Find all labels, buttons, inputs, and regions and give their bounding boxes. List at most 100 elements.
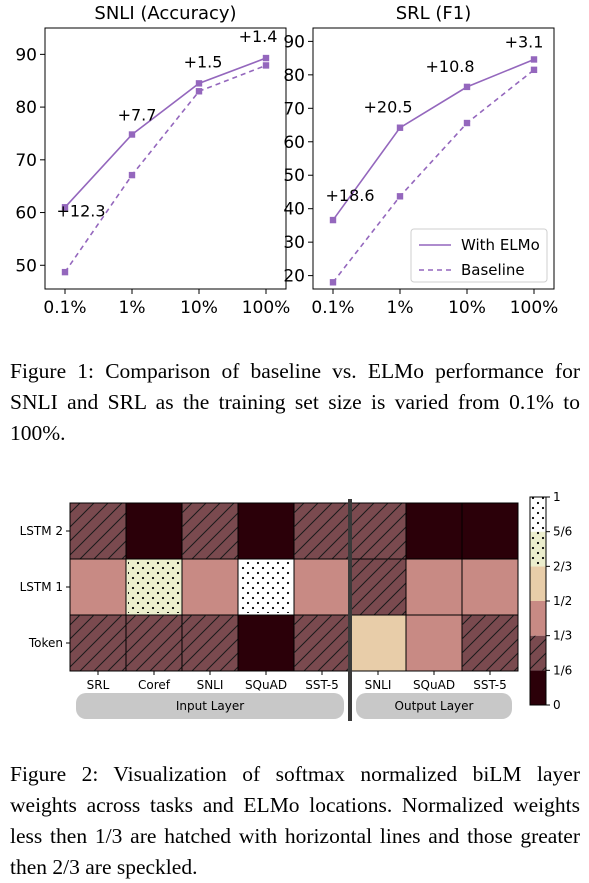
row-label: LSTM 1: [20, 580, 63, 594]
heatmap-cell: [461, 502, 519, 560]
snli-chart-title: SNLI (Accuracy): [94, 3, 236, 24]
colorbar-tick-label: 1/3: [553, 629, 572, 643]
snli-y-tick-label: 60: [15, 204, 37, 224]
srl-baseline-point: [396, 193, 404, 200]
snli-gain-label: +1.5: [184, 52, 223, 71]
srl-plot-frame: [312, 27, 555, 290]
heatmap-cell: [293, 558, 351, 616]
colorbar-hatch: [530, 635, 546, 671]
heatmap: LSTM 2 LSTM 1 Token SRL Coref SNLI SQuAD SST-5 S…: [20, 499, 519, 721]
snli-elmo-point: [61, 204, 69, 211]
srl-gain-label: +20.5: [363, 98, 412, 117]
snli-y-tick-label: 90: [15, 45, 37, 65]
heatmap-cell-speckle: [240, 561, 292, 613]
heatmap-cell-hatch: [350, 559, 406, 615]
snli-baseline-point: [128, 171, 136, 179]
column-label: Coref: [138, 678, 171, 692]
column-label: SNLI: [365, 678, 392, 692]
column-label: SRL: [87, 678, 110, 692]
figure-2-caption: Figure 2: Visualization of softmax norma…: [10, 762, 580, 879]
heatmap-cell-hatch: [126, 615, 182, 671]
srl-elmo-point: [530, 56, 538, 63]
heatmap-cell: [125, 502, 183, 560]
column-label: SNLI: [197, 678, 224, 692]
heatmap-cell: [237, 614, 295, 672]
srl-gain-label: +10.8: [425, 57, 474, 76]
srl-chart-title: SRL (F1): [396, 3, 472, 24]
srl-gain-label: +18.6: [325, 186, 374, 205]
heatmap-cell-hatch: [182, 503, 238, 559]
colorbar-tick-label: 5/6: [553, 525, 572, 539]
srl-x-tick-label: 1%: [387, 298, 414, 318]
heatmap-cell-hatch: [70, 615, 126, 671]
figure-1-line-charts: SNLI (Accuracy) 50 60 70 80 90 0.1% 1% 10% 100% +1…: [15, 3, 558, 318]
snli-y-tick-label: 80: [15, 98, 37, 118]
group-pill-input: [76, 693, 344, 719]
srl-y-tick-label: 40: [283, 200, 305, 220]
colorbar: 0 1/6 1/3 1/2 2/3 5/6 1: [529, 490, 572, 712]
snli-x-tick-label: 100%: [242, 298, 291, 318]
srl-y-tick-label: 20: [283, 267, 305, 287]
heatmap-cell-hatch: [182, 615, 238, 671]
srl-y-tick-label: 90: [283, 32, 305, 52]
srl-elmo-point: [463, 83, 471, 91]
snli-baseline-line: [64, 64, 267, 273]
snli-baseline-point: [195, 88, 203, 95]
srl-x-tick-label: 0.1%: [311, 298, 354, 318]
srl-y-tick-label: 60: [283, 133, 305, 153]
heatmap-cell: [405, 614, 463, 672]
snli-x-tick-label: 10%: [180, 298, 218, 318]
group-pill-output: [356, 693, 512, 719]
colorbar-tick-label: 1/6: [553, 663, 572, 677]
srl-y-tick-label: 70: [283, 99, 305, 119]
colorbar-tick-label: 1: [553, 490, 561, 504]
heatmap-cell: [405, 502, 463, 560]
colorbar-tick-label: 1/2: [553, 594, 572, 608]
srl-y-tick-label: 50: [283, 166, 305, 186]
column-label: SST-5: [305, 678, 338, 692]
row-label: LSTM 2: [20, 524, 63, 538]
heatmap-cell: [349, 614, 407, 672]
column-label: SQuAD: [413, 678, 455, 692]
srl-chart: SRL (F1) 20 30 40 50 60 70 80 90 0.1% 1% 10% 100% +18…: [283, 3, 558, 318]
snli-y-tick-label: 70: [15, 151, 37, 171]
snli-baseline-point: [61, 268, 69, 276]
snli-plot-frame: [44, 27, 287, 290]
colorbar-tick-label: 2/3: [553, 559, 572, 573]
snli-elmo-point: [128, 131, 136, 138]
srl-elmo-line: [332, 58, 535, 221]
srl-legend-label-baseline: Baseline: [461, 261, 525, 279]
colorbar-speckle: [530, 531, 546, 567]
srl-x-tick-label: 100%: [510, 298, 559, 318]
heatmap-cell-hatch: [462, 615, 518, 671]
snli-gain-label: +1.4: [239, 27, 278, 46]
figure-2-heatmap: LSTM 2 LSTM 1 Token SRL Coref SNLI SQuAD SST-5 S…: [20, 490, 572, 721]
srl-baseline-line: [332, 69, 535, 283]
row-label: Token: [28, 636, 63, 650]
srl-legend-label-elmo: With ELMo: [461, 236, 540, 254]
snli-elmo-point: [262, 54, 270, 62]
srl-gain-label: +3.1: [505, 32, 544, 51]
snli-y-tick-label: 50: [15, 256, 37, 276]
heatmap-cell: [237, 502, 295, 560]
group-label: Input Layer: [176, 699, 244, 713]
srl-baseline-point: [530, 66, 538, 74]
colorbar-tick-label: 0: [553, 698, 561, 712]
snli-baseline-point: [262, 62, 270, 69]
snli-chart: SNLI (Accuracy) 50 60 70 80 90 0.1% 1% 10% 100% +1…: [15, 3, 290, 318]
colorbar-speckle: [530, 497, 546, 532]
heatmap-cell: [461, 558, 519, 616]
heatmap-cell-hatch: [294, 503, 350, 559]
column-label: SST-5: [473, 678, 506, 692]
srl-elmo-point: [329, 216, 337, 224]
column-label: SQuAD: [245, 678, 287, 692]
snli-gain-label: +7.7: [118, 106, 157, 125]
snli-elmo-line: [64, 57, 267, 208]
heatmap-cell: [69, 558, 127, 616]
srl-x-tick-label: 10%: [448, 298, 486, 318]
snli-elmo-point: [195, 80, 203, 87]
snli-gain-label: +12.3: [56, 201, 105, 220]
heatmap-cell-speckle: [128, 561, 180, 613]
snli-x-tick-label: 1%: [119, 298, 146, 318]
srl-baseline-point: [329, 279, 337, 286]
